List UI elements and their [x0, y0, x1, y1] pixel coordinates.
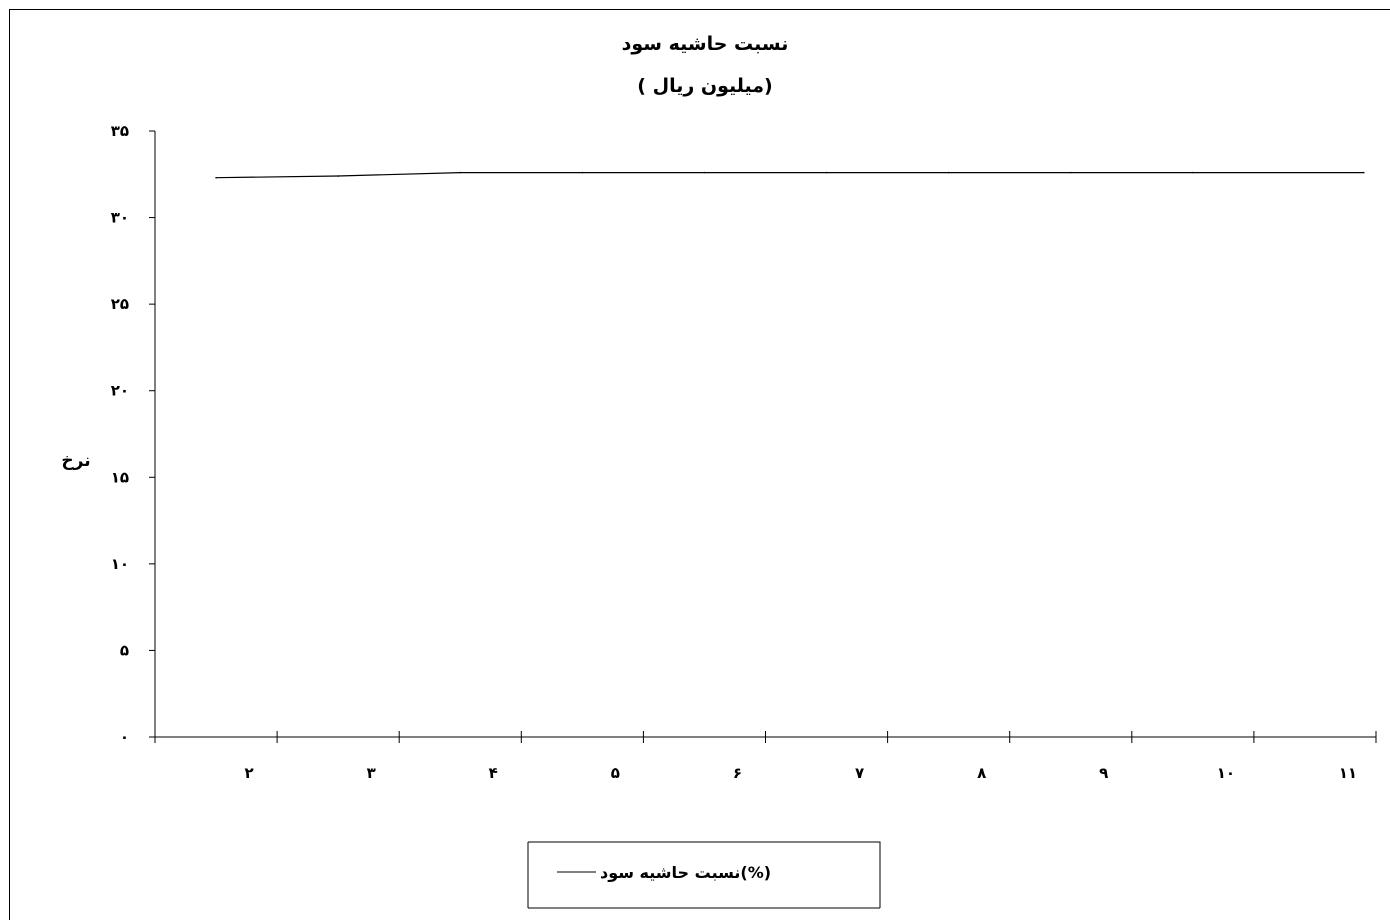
chart-frame [9, 9, 1390, 920]
x-tick-label: ۸ [977, 764, 986, 782]
y-axis-label: نرخ [61, 451, 90, 471]
x-tick-label: ۴ [489, 764, 498, 782]
x-tick-label: ۱۱ [1339, 764, 1357, 782]
x-tick-label: ۳ [367, 764, 376, 782]
x-tick-label: ۲ [244, 764, 253, 782]
legend: نسبت حاشیه سود(%) [527, 841, 881, 909]
data-point [581, 171, 584, 174]
data-point [703, 171, 706, 174]
data-point [1362, 171, 1365, 174]
y-tick-label: ۳۰ [111, 209, 129, 227]
axes: ۰ ۵ ۱۰ ۱۵ ۲۰ ۲۵ ۳۰ ۳۵ ۲ ۳ ۴ ۵ ۶ ۷ ۸ ۹ ۱۰ ۱۱ [111, 122, 1377, 782]
legend-box [527, 841, 881, 909]
chart-title: نسبت حاشیه سود [622, 33, 789, 55]
y-tick-label: ۱۵ [111, 468, 129, 486]
y-tick-label: ۵ [120, 641, 129, 659]
x-tick-label: ۶ [733, 764, 742, 782]
data-point [459, 171, 462, 174]
y-tick-label: ۲۰ [111, 382, 129, 400]
series-line [216, 172, 1364, 179]
plot-area [215, 171, 1365, 179]
data-point [337, 175, 339, 177]
y-tick-label: ۲۵ [111, 295, 129, 313]
x-tick-label: ۷ [855, 764, 864, 782]
x-tick-label: ۵ [611, 764, 620, 782]
data-point [215, 176, 217, 179]
data-point [825, 171, 828, 174]
y-tick-label: ۳۵ [111, 122, 129, 140]
y-tick-label: ۱۰ [111, 555, 129, 573]
data-point [947, 171, 950, 174]
x-tick-label: ۹ [1099, 764, 1108, 782]
y-tick-label: ۰ [120, 728, 129, 746]
data-point [1192, 171, 1194, 174]
legend-label: نسبت حاشیه سود(%) [600, 863, 771, 882]
x-tick-label: ۱۰ [1217, 764, 1235, 782]
data-point [1069, 171, 1072, 174]
chart-title-group: نسبت حاشیه سود ( میلیون ریال) [622, 33, 789, 97]
chart-subtitle: ( میلیون ریال) [637, 75, 772, 97]
